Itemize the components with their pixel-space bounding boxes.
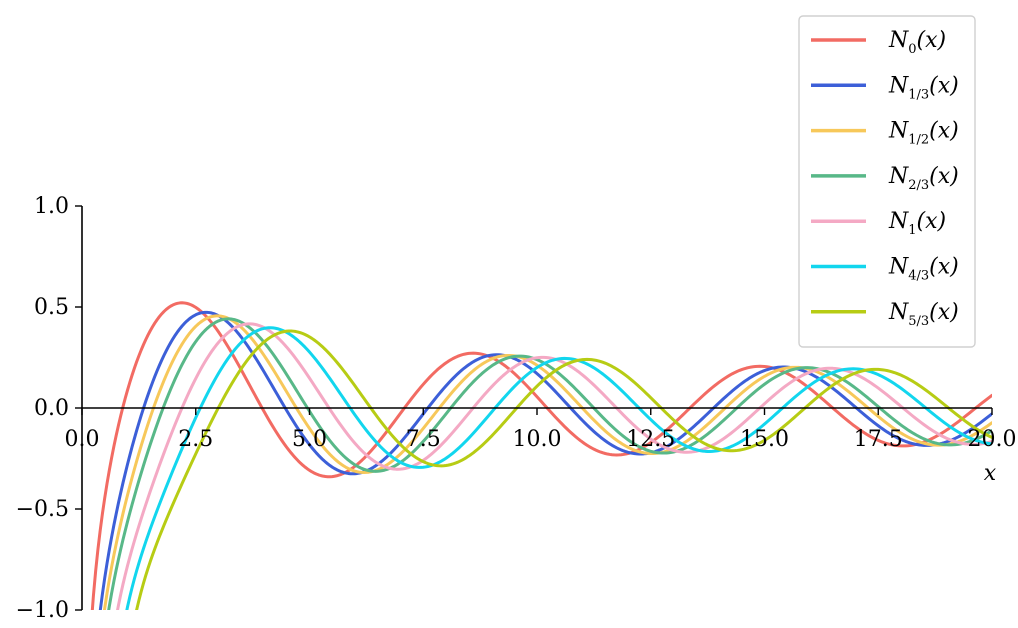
series-line-3: [107, 317, 992, 610]
x-tick-label-2: 5.0: [292, 427, 327, 452]
legend-box: [798, 15, 976, 348]
legend-label-2: N1/2(x): [888, 119, 959, 148]
legend-label-0: N0(x): [888, 28, 946, 57]
series-curves: [90, 301, 992, 610]
x-tick-label-1: 2.5: [178, 427, 213, 452]
legend-label-4: N1(x): [888, 209, 946, 238]
x-tick-label-4: 10.0: [513, 427, 562, 452]
legend-label-1: N1/3(x): [888, 73, 959, 102]
y-tick-label-1: −0.5: [16, 497, 69, 522]
x-tick-label-5: 12.5: [626, 427, 675, 452]
y-tick-label-3: 0.5: [34, 295, 69, 320]
x-tick-label-7: 17.5: [854, 427, 903, 452]
x-tick-label-8: 20.0: [968, 427, 1017, 452]
axes: −1.0 −0.5 0.0 0.5 1.0 0.0 2.5 5.0 7.5 10.0 12.5 15.…: [16, 194, 1017, 623]
x-tick-label-6: 15.0: [740, 427, 789, 452]
y-tick-label-2: 0.0: [34, 396, 69, 421]
series-line-0: [90, 301, 992, 610]
legend-label-6: N5/3(x): [888, 300, 959, 329]
legend-label-5: N4/3(x): [888, 255, 959, 284]
y-tick-label-4: 1.0: [34, 194, 69, 219]
series-line-2: [102, 314, 992, 610]
series-line-5: [125, 326, 992, 610]
x-tick-label-3: 7.5: [406, 427, 441, 452]
series-line-6: [135, 329, 992, 610]
legend: N0(x) N1/3(x) N1/2(x) N2/3(x) N1(x) N4/3(x) N5…: [798, 15, 976, 348]
legend-label-3: N2/3(x): [888, 164, 959, 193]
x-axis-label: x: [984, 461, 997, 486]
y-tick-label-0: −1.0: [16, 598, 69, 623]
x-tick-label-0: 0.0: [65, 427, 100, 452]
series-line-1: [98, 310, 992, 610]
